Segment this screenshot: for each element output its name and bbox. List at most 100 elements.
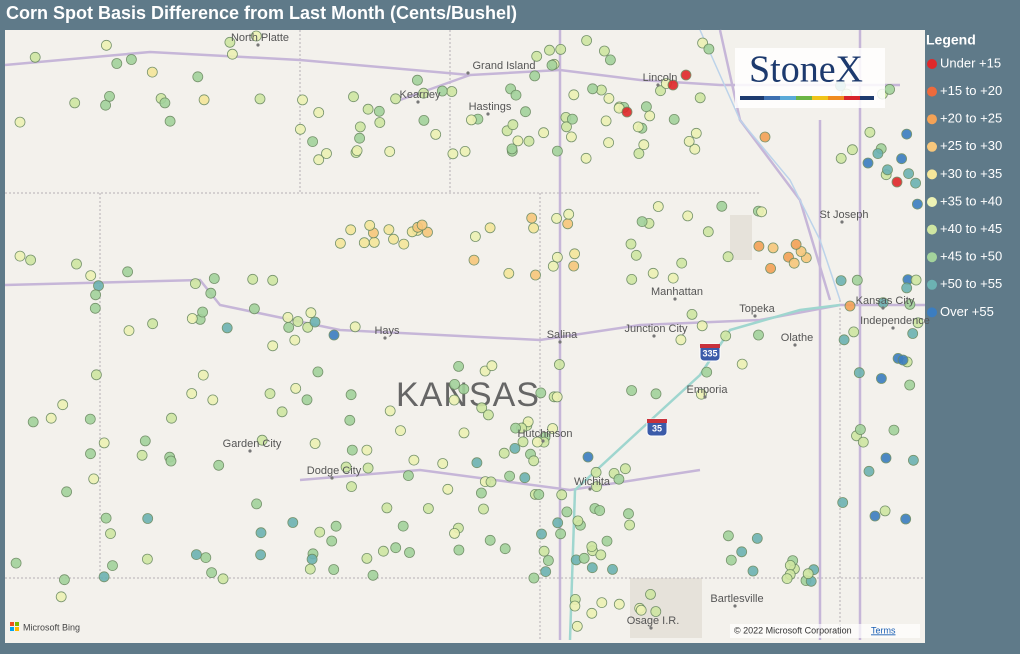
station-dot <box>650 388 662 400</box>
station-dot <box>105 528 116 539</box>
station-dot <box>398 238 410 250</box>
station-dot <box>591 481 602 493</box>
terms-link[interactable]: Terms <box>871 625 896 635</box>
station-dot <box>340 461 352 473</box>
station-dot <box>561 121 572 133</box>
station-dot <box>305 307 317 319</box>
station-dot <box>459 145 471 157</box>
station-dot <box>607 564 618 575</box>
station-dot <box>910 274 922 286</box>
station-dot <box>309 438 321 449</box>
place-marker <box>558 340 562 344</box>
station-dot <box>600 115 612 127</box>
station-dot <box>458 427 470 439</box>
station-dot <box>381 502 393 514</box>
station-dot <box>361 553 373 564</box>
station-dot <box>408 454 420 466</box>
roads <box>4 29 925 640</box>
place-marker <box>891 326 895 330</box>
station-dot <box>297 94 308 106</box>
station-dot <box>586 562 598 574</box>
station-dot <box>635 604 647 616</box>
station-dot <box>652 201 664 212</box>
legend-title: Legend <box>926 32 976 48</box>
station-dot <box>641 101 652 113</box>
shield-top <box>647 419 667 423</box>
station-dot <box>471 457 483 469</box>
station-dot <box>912 317 924 329</box>
station-dot <box>897 354 909 366</box>
place-marker <box>649 626 653 630</box>
station-dot <box>682 210 694 222</box>
legend-label: Under +15 <box>940 55 1001 70</box>
station-dot <box>529 70 541 82</box>
station-dot <box>29 51 41 63</box>
legend-swatch <box>927 279 937 290</box>
station-dot <box>364 219 376 231</box>
station-dot <box>908 454 919 466</box>
station-dot <box>292 316 304 327</box>
station-dot <box>904 379 916 391</box>
station-dot <box>499 543 511 555</box>
station-dot <box>362 462 374 474</box>
station-dot <box>255 527 267 539</box>
station-dot <box>200 552 212 563</box>
station-dot <box>683 135 695 147</box>
region-label: KANSAS <box>396 376 540 414</box>
station-dot <box>581 35 592 46</box>
place-label: Emporia <box>687 384 729 396</box>
place-label: Hastings <box>469 101 512 113</box>
station-dot <box>689 143 701 155</box>
place-label: Independence <box>860 315 930 327</box>
highway-shields: 335 35 <box>646 343 721 437</box>
station-dot <box>595 549 607 561</box>
station-dot <box>862 157 874 169</box>
station-dot <box>446 86 458 97</box>
station-dot <box>632 121 644 133</box>
station-dot <box>354 132 366 144</box>
station-dot <box>904 298 916 310</box>
station-dot <box>837 497 849 508</box>
station-dot <box>869 510 881 522</box>
station-dot <box>863 465 875 477</box>
station-dot <box>164 115 176 127</box>
station-dot <box>784 560 796 571</box>
station-dot <box>603 93 615 104</box>
station-dot <box>190 549 202 560</box>
station-dot <box>354 121 366 133</box>
station-dot <box>538 545 550 557</box>
station-dot <box>696 320 708 332</box>
station-dot <box>192 71 204 83</box>
station-dot <box>568 89 580 101</box>
station-dot <box>84 413 96 425</box>
station-dot <box>838 334 850 346</box>
legend-label: +15 to +20 <box>940 83 1002 98</box>
place-label: Wichita <box>574 476 611 488</box>
station-dot <box>469 231 481 242</box>
station-dot <box>351 145 363 157</box>
title: Corn Spot Basis Difference from Last Mon… <box>6 3 517 23</box>
station-dot <box>747 565 759 577</box>
station-dot <box>326 535 338 547</box>
station-dot <box>857 436 869 448</box>
place-label: Bartlesville <box>710 593 763 605</box>
station-dot <box>367 569 379 581</box>
shield-label: 335 <box>702 348 717 358</box>
station-dot <box>694 92 706 104</box>
station-dot <box>586 541 598 552</box>
station-dot <box>397 520 409 532</box>
legend-label: +35 to +40 <box>940 193 1002 208</box>
station-dot <box>111 58 123 69</box>
station-dot <box>569 248 580 260</box>
station-dot <box>289 334 301 346</box>
station-dot <box>626 385 637 396</box>
station-dot <box>555 528 566 540</box>
station-dot <box>563 208 575 220</box>
station-dot <box>395 425 406 437</box>
station-dot <box>599 45 610 57</box>
station-dot <box>613 598 625 610</box>
station-dot <box>264 388 276 400</box>
station-dot <box>321 148 332 159</box>
place-label: Kansas City <box>856 295 915 307</box>
station-dot <box>720 330 732 342</box>
